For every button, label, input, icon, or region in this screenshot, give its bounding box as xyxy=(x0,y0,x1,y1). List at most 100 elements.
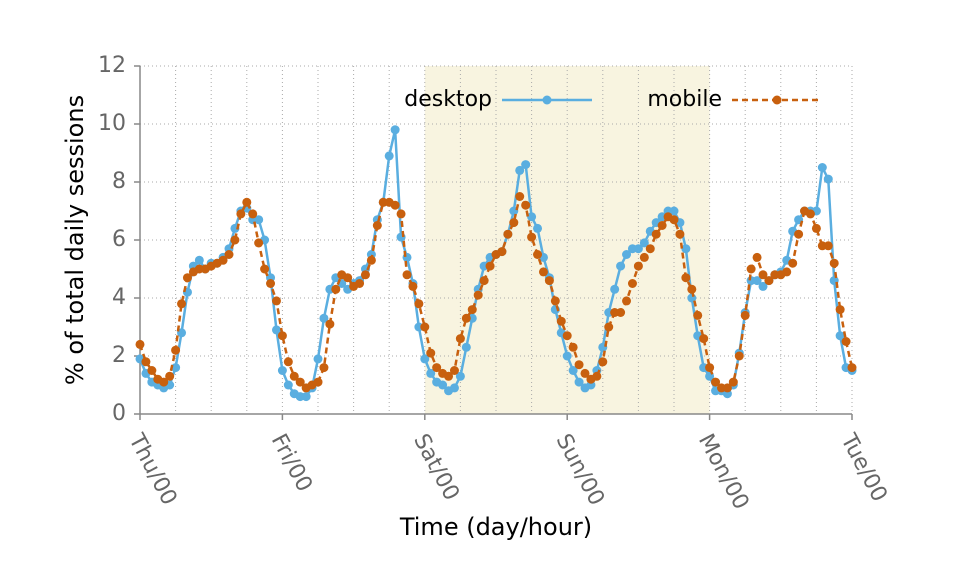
x-tick-label: Tue/00 xyxy=(835,429,892,506)
data-point xyxy=(165,371,175,381)
data-point xyxy=(711,377,721,387)
x-tick-label: Mon/00 xyxy=(693,430,753,514)
data-point xyxy=(319,363,329,373)
y-tick-label: 12 xyxy=(98,53,126,78)
x-axis-title: Time (day/hour) xyxy=(399,513,592,541)
data-point xyxy=(461,342,471,352)
data-point xyxy=(396,209,406,219)
data-point xyxy=(622,296,632,306)
data-point xyxy=(343,273,353,283)
data-point xyxy=(521,160,531,170)
data-point xyxy=(556,316,566,326)
data-point xyxy=(758,270,768,280)
legend-marker xyxy=(542,95,552,105)
data-point xyxy=(254,215,264,225)
data-point xyxy=(580,368,590,378)
y-axis-title: % of total daily sessions xyxy=(61,95,89,385)
data-point xyxy=(669,215,679,225)
data-point xyxy=(538,267,548,277)
data-point xyxy=(384,151,394,161)
data-point xyxy=(805,209,815,219)
legend-label: desktop xyxy=(404,87,492,112)
data-point xyxy=(681,244,691,254)
data-point xyxy=(794,229,804,239)
data-point xyxy=(782,267,792,277)
data-point xyxy=(627,279,637,288)
data-point xyxy=(681,273,691,283)
legend-item: mobile xyxy=(647,87,822,112)
data-point xyxy=(372,221,382,230)
data-point xyxy=(283,357,293,367)
data-point xyxy=(841,337,851,346)
data-point xyxy=(331,284,341,294)
data-point xyxy=(562,351,572,361)
data-point xyxy=(266,279,276,288)
data-point xyxy=(823,241,833,251)
data-point xyxy=(420,354,430,364)
data-point xyxy=(218,255,228,265)
data-point xyxy=(420,322,430,332)
data-point xyxy=(449,383,459,393)
data-point xyxy=(135,339,145,349)
data-point xyxy=(705,363,715,373)
data-point xyxy=(752,276,762,286)
data-point xyxy=(449,366,459,375)
data-point xyxy=(319,313,329,323)
data-point xyxy=(366,255,376,265)
data-point xyxy=(669,206,679,216)
data-point xyxy=(408,281,418,291)
data-point xyxy=(444,371,454,381)
data-point xyxy=(289,371,299,381)
legend-item: desktop xyxy=(404,87,592,112)
data-point xyxy=(835,331,845,341)
data-point xyxy=(633,244,643,254)
data-point xyxy=(687,284,697,294)
data-point xyxy=(248,209,258,219)
data-point xyxy=(823,174,833,184)
data-point xyxy=(622,250,632,259)
data-point xyxy=(461,313,471,323)
data-point xyxy=(426,348,436,358)
data-point xyxy=(455,334,465,344)
data-point xyxy=(254,238,264,248)
data-point xyxy=(610,284,620,294)
x-tick-label: Thu/00 xyxy=(123,429,182,509)
data-point xyxy=(817,163,827,172)
y-tick-label: 4 xyxy=(112,285,126,310)
data-point xyxy=(277,331,287,341)
data-point xyxy=(574,360,584,370)
data-point xyxy=(283,380,293,390)
data-point xyxy=(479,276,489,286)
data-point xyxy=(764,276,774,286)
data-point xyxy=(277,366,287,375)
data-point xyxy=(509,218,519,228)
data-point xyxy=(639,238,649,248)
data-point xyxy=(835,305,845,315)
y-tick-label: 10 xyxy=(98,111,126,136)
data-point xyxy=(390,200,400,210)
data-point xyxy=(301,392,311,402)
data-point xyxy=(224,250,234,259)
data-point xyxy=(758,281,768,291)
data-point xyxy=(598,357,608,367)
data-point xyxy=(752,252,762,262)
data-point xyxy=(194,255,204,265)
data-point xyxy=(515,165,525,175)
data-point xyxy=(271,296,281,306)
data-point xyxy=(242,197,252,207)
data-point xyxy=(527,212,537,222)
data-point xyxy=(693,310,703,320)
data-point xyxy=(414,299,424,309)
data-point xyxy=(533,223,543,233)
data-point xyxy=(521,200,531,210)
data-point xyxy=(639,252,649,262)
data-point xyxy=(645,244,655,254)
data-point xyxy=(355,279,365,288)
data-point xyxy=(527,232,537,242)
y-tick-label: 2 xyxy=(112,343,126,368)
data-point xyxy=(171,345,181,355)
x-tick-label: Fri/00 xyxy=(266,430,317,496)
data-point xyxy=(616,261,626,271)
data-point xyxy=(633,261,643,271)
